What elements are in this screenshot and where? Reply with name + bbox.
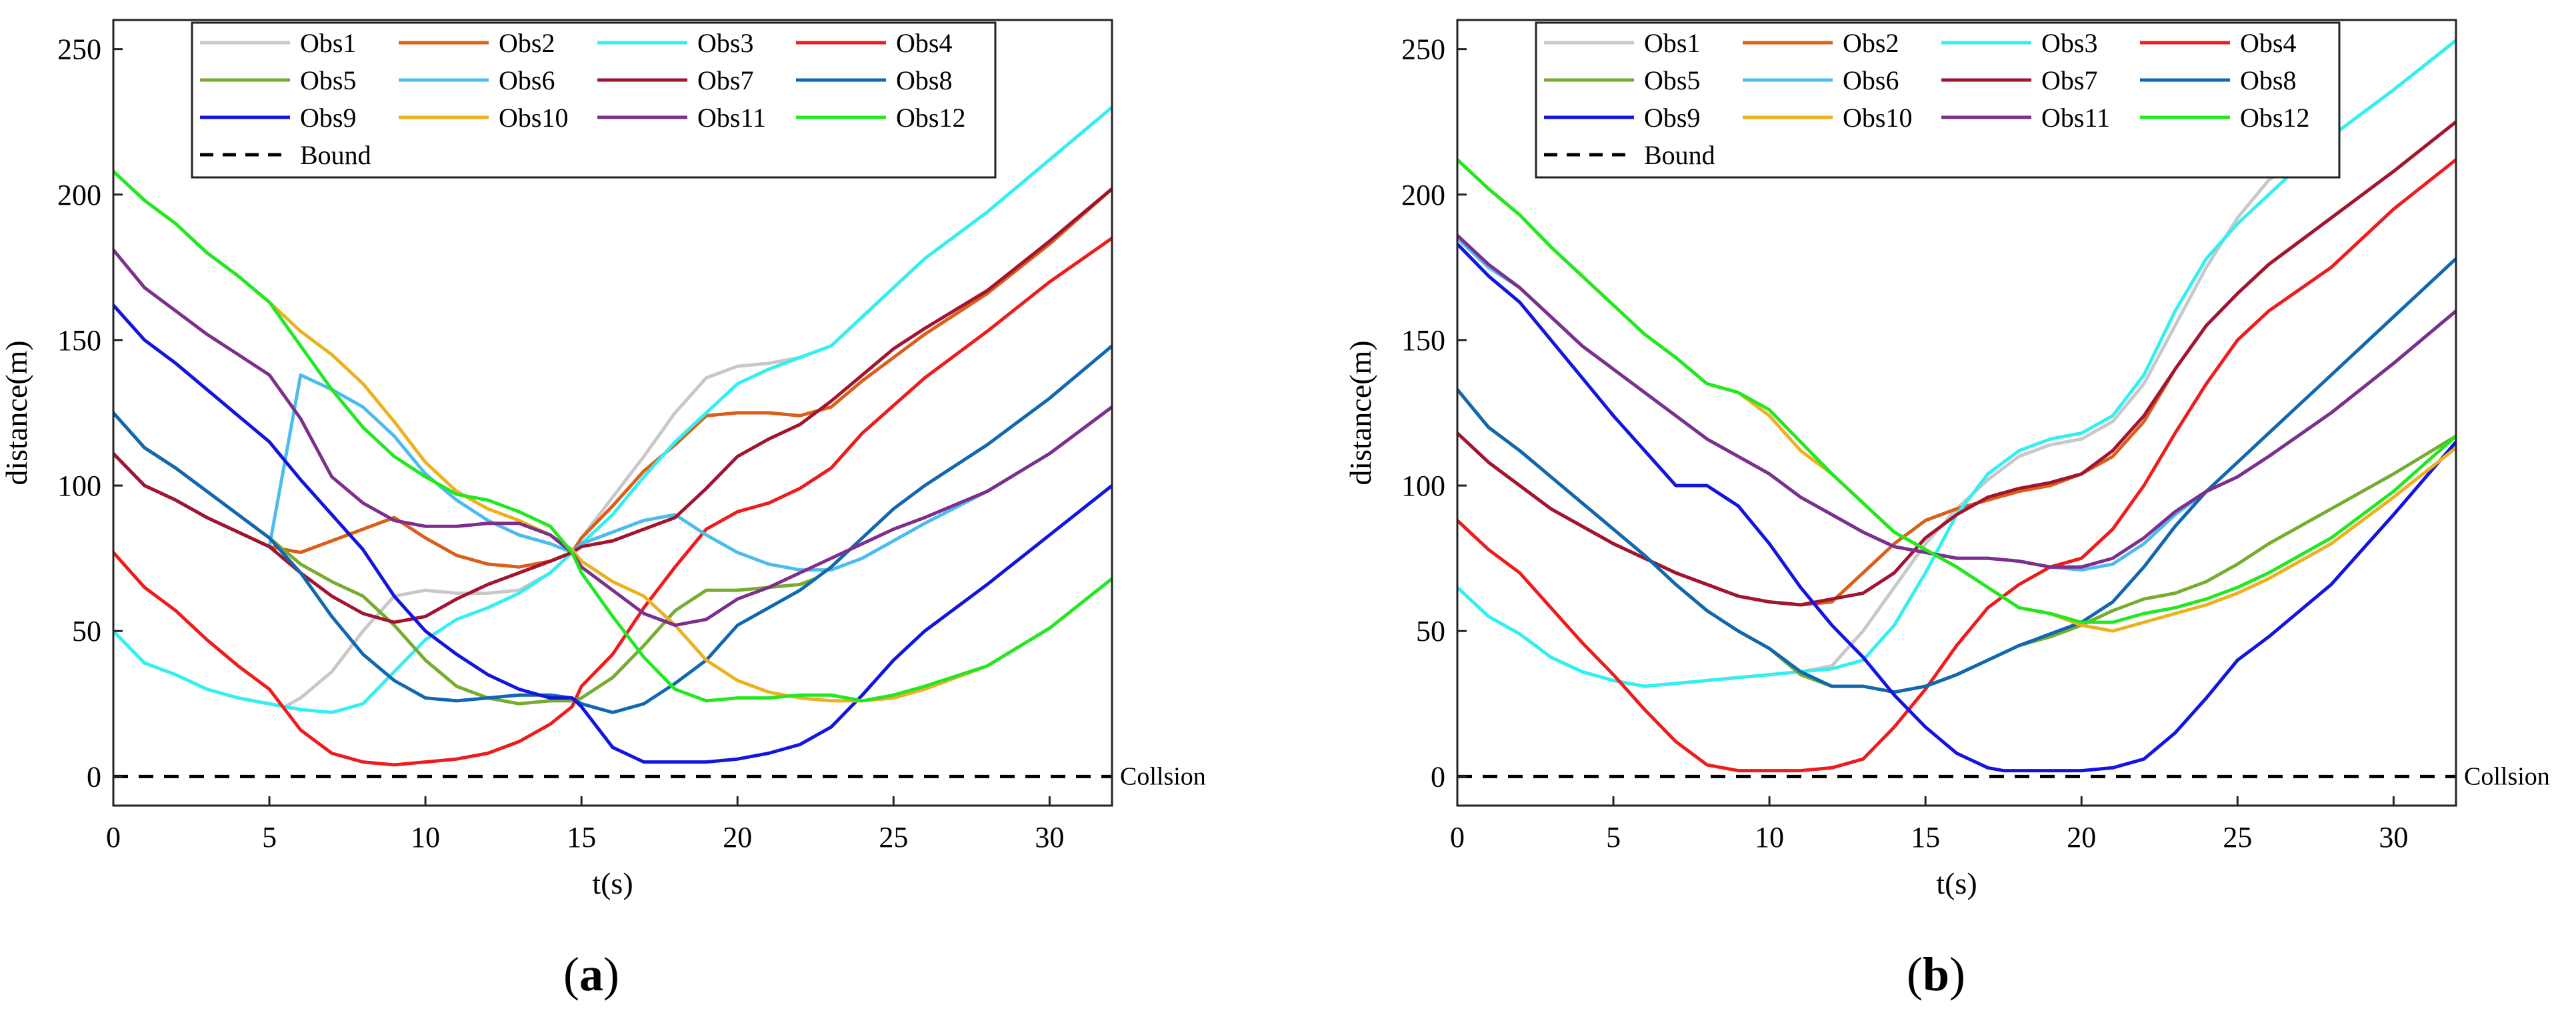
legend-label-obs6: Obs6 — [1843, 65, 1899, 95]
y-tick-label: 250 — [1401, 33, 1445, 66]
y-axis-label: distance(m) — [1343, 340, 1377, 485]
y-tick-label: 150 — [1401, 324, 1445, 357]
series-group — [1457, 39, 2456, 773]
legend-label-obs4: Obs4 — [896, 28, 952, 58]
x-tick-label: 15 — [1911, 821, 1940, 854]
legend-label-obs11: Obs11 — [697, 103, 766, 133]
y-tick-label: 50 — [72, 615, 101, 648]
y-axis-label: distance(m) — [0, 340, 33, 485]
legend-label-obs5: Obs5 — [300, 65, 356, 95]
series-line-obs12 — [1457, 157, 2456, 624]
x-tick-label: 25 — [879, 821, 908, 854]
series-line-obs4 — [1457, 157, 2456, 773]
legend-label-obs6: Obs6 — [499, 65, 555, 95]
series-line-obs7 — [1457, 120, 2456, 607]
x-tick-label: 5 — [262, 821, 277, 854]
legend-label-obs12: Obs12 — [896, 103, 965, 133]
legend-label-obs8: Obs8 — [2240, 65, 2296, 95]
x-tick-label: 20 — [723, 821, 752, 854]
legend-label-obs8: Obs8 — [896, 65, 952, 95]
x-tick-label: 20 — [2067, 821, 2096, 854]
series-line-obs7 — [113, 187, 1112, 624]
x-axis-label: t(s) — [1936, 866, 1977, 900]
caption-b: (b) — [1907, 948, 1966, 1001]
legend-label-obs11: Obs11 — [2041, 103, 2110, 133]
legend-label-obs9: Obs9 — [1644, 103, 1700, 133]
legend-label-obs7: Obs7 — [697, 65, 753, 95]
x-tick-label: 10 — [411, 821, 440, 854]
legend-label-obs1: Obs1 — [1644, 28, 1700, 58]
series-line-obs2 — [113, 187, 1112, 569]
legend-box — [1535, 21, 2341, 179]
legend-label-obs1: Obs1 — [300, 28, 356, 58]
series-line-obs3 — [113, 105, 1112, 714]
bound-annotation: Collsion — [1120, 762, 1206, 790]
series-line-obs3 — [1457, 39, 2456, 688]
x-tick-label: 25 — [2223, 821, 2252, 854]
series-line-obs8 — [113, 344, 1112, 714]
legend-label-obs12: Obs12 — [2240, 103, 2309, 133]
legend-label-obs7: Obs7 — [2041, 65, 2097, 95]
series-line-obs9 — [1457, 242, 2456, 773]
legend: Obs1 Obs2 Obs3 Obs4 Obs5 Obs6 Obs7 Obs8 Obs9 Obs1… — [1535, 21, 2341, 179]
series-line-obs6 — [1457, 236, 2456, 572]
x-tick-label: 30 — [1035, 821, 1064, 854]
axes-box — [1456, 19, 2457, 807]
legend-label-obs9: Obs9 — [300, 103, 356, 133]
axes-box — [112, 19, 1113, 807]
panel-a: Collsion 0 5 10 15 20 25 30 0 50 100 150 200 250 t(s) d… — [0, 19, 1206, 900]
series-line-obs10 — [1457, 157, 2456, 633]
y-tick-label: 200 — [57, 179, 101, 211]
y-tick-label: 250 — [57, 33, 101, 66]
legend-label-obs2: Obs2 — [499, 28, 555, 58]
series-line-obs9 — [113, 303, 1112, 764]
series-line-obs12 — [113, 169, 1112, 703]
legend-label-obs3: Obs3 — [697, 28, 753, 58]
legend-label-obs5: Obs5 — [1644, 65, 1700, 95]
y-tick-label: 0 — [87, 760, 101, 793]
caption-a-label: a — [579, 948, 603, 1001]
legend-label-bound: Bound — [1644, 140, 1715, 170]
bound-annotation: Collsion — [2464, 762, 2550, 790]
legend-label-bound: Bound — [300, 140, 371, 170]
y-tick-label: 200 — [1401, 179, 1445, 211]
x-tick-label: 5 — [1606, 821, 1621, 854]
legend-box — [191, 21, 997, 179]
series-line-obs4 — [113, 236, 1112, 767]
panel-b: Collsion 0 5 10 15 20 25 30 0 50 100 150 200 250 t(s) d… — [1343, 19, 2550, 900]
x-tick-label: 10 — [1755, 821, 1784, 854]
x-tick-label: 30 — [2379, 821, 2408, 854]
series-line-obs8 — [1457, 257, 2456, 694]
x-tick-label: 0 — [1450, 821, 1465, 854]
legend-label-obs2: Obs2 — [1843, 28, 1899, 58]
y-tick-label: 0 — [1431, 760, 1445, 793]
series-line-obs11 — [1457, 233, 2456, 569]
legend-label-obs10: Obs10 — [499, 103, 568, 133]
y-tick-label: 100 — [57, 469, 101, 502]
x-tick-label: 15 — [567, 821, 596, 854]
legend-label-obs4: Obs4 — [2240, 28, 2296, 58]
legend: Obs1 Obs2 Obs3 Obs4 Obs5 Obs6 Obs7 Obs8 Obs9 Obs1… — [191, 21, 997, 179]
legend-label-obs10: Obs10 — [1843, 103, 1912, 133]
y-tick-label: 150 — [57, 324, 101, 357]
series-group — [113, 105, 1112, 767]
y-tick-label: 50 — [1416, 615, 1445, 648]
y-tick-label: 100 — [1401, 469, 1445, 502]
x-axis-label: t(s) — [592, 866, 633, 900]
caption-b-label: b — [1922, 948, 1950, 1001]
caption-a: (a) — [563, 948, 619, 1001]
legend-label-obs3: Obs3 — [2041, 28, 2097, 58]
x-tick-label: 0 — [106, 821, 121, 854]
